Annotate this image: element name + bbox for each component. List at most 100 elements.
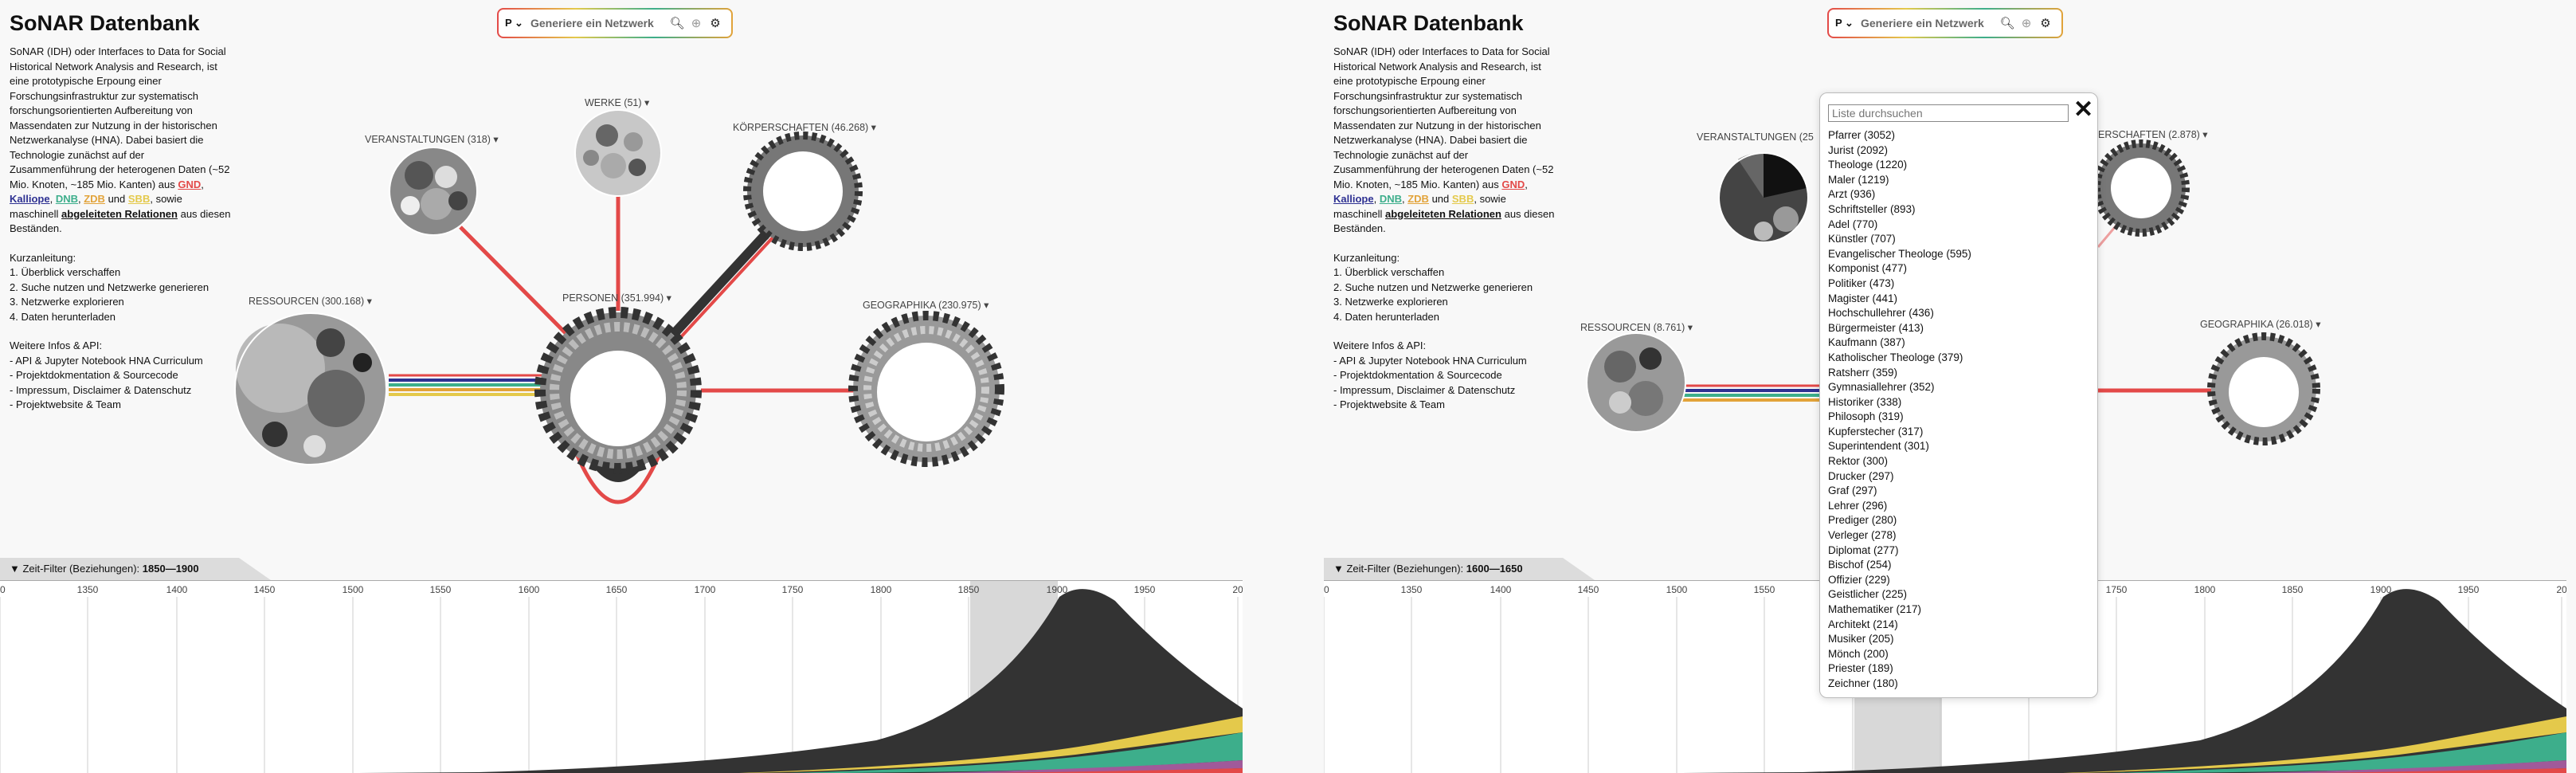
list-item[interactable]: Ratsherr (359) <box>1828 366 1898 379</box>
list-item[interactable]: Diplomat (277) <box>1828 543 1899 556</box>
list-item[interactable]: Drucker (297) <box>1828 469 1894 482</box>
search-icon[interactable]: 🔍︎ <box>1999 17 2015 30</box>
list-item[interactable]: Maler (1219) <box>1828 173 1889 186</box>
source-sbb-link[interactable]: SBB <box>127 193 151 205</box>
list-item[interactable]: Bischof (254) <box>1828 559 1892 571</box>
list-item[interactable]: Mathematiker (217) <box>1828 603 1922 615</box>
list-item[interactable]: Komponist (477) <box>1828 262 1908 275</box>
list-item[interactable]: Adel (770) <box>1828 218 1878 230</box>
list-item[interactable]: Mönch (200) <box>1828 647 1889 660</box>
list-item[interactable]: Jurist (2092) <box>1828 143 1889 156</box>
search-input[interactable]: Generiere ein Netzwerk <box>530 17 654 29</box>
list-item[interactable]: Rektor (300) <box>1828 455 1889 468</box>
list-item[interactable]: Musiker (205) <box>1828 633 1894 645</box>
node-koerperschaften[interactable] <box>2093 139 2190 237</box>
gear-icon[interactable]: ⚙ <box>2040 17 2051 30</box>
node-werke[interactable] <box>574 109 662 197</box>
source-kalliope-link[interactable]: Kalliope <box>10 193 50 205</box>
info-link-impressum[interactable]: - Impressum, Disclaimer & Datenschutz <box>10 383 192 396</box>
list-item[interactable]: Superintendent (301) <box>1828 440 1929 453</box>
network-search-bar[interactable]: P ⌄ Generiere ein Netzwerk 🔍︎ ⊕ ⚙ <box>1827 8 2063 38</box>
category-list-popup: ✕ Pfarrer (3052) Jurist (2092) Theologe (1… <box>1819 92 2098 698</box>
label-veranstaltungen[interactable]: VERANSTALTUNGEN (25 <box>1697 131 1814 143</box>
list-item[interactable]: Arzt (936) <box>1828 188 1876 201</box>
list-item[interactable]: Verleger (278) <box>1828 529 1897 542</box>
time-filter-toggle[interactable]: ▼ Zeit-Filter (Beziehungen): 1600—1650 <box>1324 558 1595 580</box>
list-item[interactable]: Geistlicher (225) <box>1828 588 1908 601</box>
label-werke[interactable]: WERKE (51) ▾ <box>585 97 650 108</box>
list-search-input[interactable] <box>1828 104 2069 122</box>
list-item[interactable]: Lehrer (296) <box>1828 499 1888 512</box>
list-item[interactable]: Historiker (338) <box>1828 395 1902 408</box>
label-geographika[interactable]: GEOGRAPHIKA (230.975) ▾ <box>863 300 989 311</box>
close-icon[interactable]: ✕ <box>2073 96 2094 123</box>
list-item[interactable]: Offizier (229) <box>1828 573 1890 586</box>
info-link-api[interactable]: - API & Jupyter Notebook HNA Curriculum <box>10 354 203 367</box>
list-item[interactable]: Kupferstecher (317) <box>1828 425 1924 438</box>
network-graph[interactable] <box>1324 0 2566 558</box>
node-ressourcen[interactable] <box>234 312 387 465</box>
network-graph[interactable] <box>0 0 1243 558</box>
timeline-chart[interactable]: 00 1350 1400 1450 1500 1550 1600 1650 1700 1750 18… <box>0 580 1243 773</box>
source-dnb-link[interactable]: DNB <box>55 193 78 205</box>
source-gnd-link[interactable]: GND <box>1501 178 1525 190</box>
info-link-docs[interactable]: - Projektdokmentation & Sourcecode <box>10 369 178 381</box>
info-link-website[interactable]: - Projektwebsite & Team <box>1333 398 1445 410</box>
timeline-svg[interactable] <box>0 581 1243 773</box>
time-filter-range: 1850—1900 <box>142 563 199 575</box>
info-link-api[interactable]: - API & Jupyter Notebook HNA Curriculum <box>1333 354 1527 367</box>
info-link-website[interactable]: - Projektwebsite & Team <box>10 398 121 410</box>
list-item[interactable]: Gymnasiallehrer (352) <box>1828 381 1935 394</box>
list-item[interactable]: Priester (189) <box>1828 662 1893 675</box>
search-icon[interactable]: 🔍︎ <box>669 17 685 30</box>
node-veranstaltungen[interactable] <box>389 147 478 236</box>
search-input[interactable]: Generiere ein Netzwerk <box>1861 17 1984 29</box>
list-item[interactable]: Pfarrer (3052) <box>1828 129 1896 141</box>
source-sbb-link[interactable]: SBB <box>1451 193 1474 205</box>
info-link-impressum[interactable]: - Impressum, Disclaimer & Datenschutz <box>1333 383 1516 396</box>
source-zdb-link[interactable]: ZDB <box>84 193 105 205</box>
node-geographika[interactable] <box>848 311 1004 467</box>
derived-relations-link[interactable]: abgeleiteten Relationen <box>61 207 178 220</box>
list-item[interactable]: Philosoph (319) <box>1828 410 1904 423</box>
label-koerperschaften[interactable]: ERSCHAFTEN (2.878) ▾ <box>2098 129 2208 140</box>
add-icon[interactable]: ⊕ <box>691 17 702 30</box>
list-item[interactable]: Hochschullehrer (436) <box>1828 307 1934 320</box>
node-koerperschaften[interactable] <box>743 131 863 251</box>
list-item[interactable]: Architekt (214) <box>1828 618 1898 630</box>
network-search-bar[interactable]: P ⌄ Generiere ein Netzwerk 🔍︎ ⊕ ⚙ <box>497 8 733 38</box>
list-item[interactable]: Graf (297) <box>1828 485 1877 497</box>
node-ressourcen[interactable] <box>1586 332 1686 433</box>
node-veranstaltungen[interactable] <box>1718 152 1809 243</box>
list-item[interactable]: Prediger (280) <box>1828 514 1897 527</box>
label-geographika[interactable]: GEOGRAPHIKA (26.018) ▾ <box>2200 319 2321 330</box>
source-zdb-link[interactable]: ZDB <box>1407 193 1429 205</box>
label-koerperschaften[interactable]: KÖRPERSCHAFTEN (46.268) ▾ <box>733 122 876 133</box>
source-kalliope-link[interactable]: Kalliope <box>1333 193 1374 205</box>
label-ressourcen[interactable]: RESSOURCEN (8.761) ▾ <box>1580 322 1693 333</box>
time-filter-toggle[interactable]: ▼ Zeit-Filter (Beziehungen): 1850—1900 <box>0 558 271 580</box>
node-personen[interactable] <box>534 307 702 474</box>
node-type-select[interactable]: P ⌄ <box>505 17 523 29</box>
source-gnd-link[interactable]: GND <box>178 178 202 190</box>
node-geographika[interactable] <box>2207 332 2320 445</box>
label-personen[interactable]: PERSONEN (351.994) ▾ <box>562 292 671 304</box>
list-item[interactable]: Künstler (707) <box>1828 233 1896 245</box>
list-item[interactable]: Evangelischer Theologe (595) <box>1828 247 1971 260</box>
add-icon[interactable]: ⊕ <box>2021 17 2032 30</box>
list-item[interactable]: Bürgermeister (413) <box>1828 321 1924 334</box>
list-item[interactable]: Politiker (473) <box>1828 277 1895 289</box>
source-dnb-link[interactable]: DNB <box>1379 193 1402 205</box>
node-type-select[interactable]: P ⌄ <box>1835 17 1854 29</box>
list-item[interactable]: Theologe (1220) <box>1828 159 1908 171</box>
derived-relations-link[interactable]: abgeleiteten Relationen <box>1385 207 1501 220</box>
gear-icon[interactable]: ⚙ <box>710 17 721 30</box>
list-item[interactable]: Zeichner (180) <box>1828 677 1898 689</box>
list-item[interactable]: Katholischer Theologe (379) <box>1828 351 1963 363</box>
label-ressourcen[interactable]: RESSOURCEN (300.168) ▾ <box>249 296 372 307</box>
list-item[interactable]: Schriftsteller (893) <box>1828 202 1916 215</box>
list-item[interactable]: Magister (441) <box>1828 292 1898 304</box>
info-link-docs[interactable]: - Projektdokmentation & Sourcecode <box>1333 369 1502 381</box>
label-veranstaltungen[interactable]: VERANSTALTUNGEN (318) ▾ <box>365 134 499 145</box>
list-item[interactable]: Kaufmann (387) <box>1828 336 1905 349</box>
